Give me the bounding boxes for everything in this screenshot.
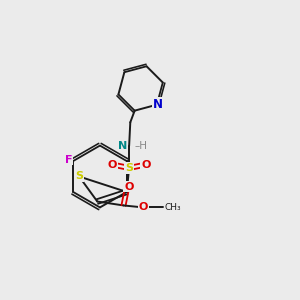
Text: O: O bbox=[139, 202, 148, 212]
Text: S: S bbox=[125, 163, 133, 173]
Text: O: O bbox=[108, 160, 117, 170]
Text: O: O bbox=[141, 160, 151, 170]
Text: CH₃: CH₃ bbox=[165, 203, 181, 212]
Text: S: S bbox=[75, 172, 83, 182]
Text: O: O bbox=[124, 182, 134, 192]
Text: F: F bbox=[65, 154, 73, 165]
Text: N: N bbox=[153, 98, 163, 111]
Text: –H: –H bbox=[134, 141, 147, 151]
Text: N: N bbox=[118, 141, 127, 151]
